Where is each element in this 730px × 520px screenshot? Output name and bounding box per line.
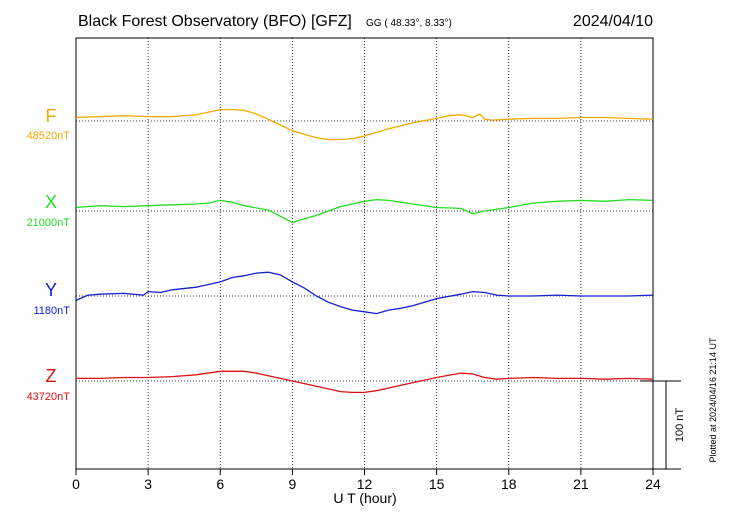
component-label-z: Z <box>46 366 57 386</box>
series-y: Y 1180nT <box>34 271 654 317</box>
station-coordinates: GG ( 48.33°, 8.33°) <box>366 18 452 29</box>
x-tick-label: 15 <box>429 476 445 492</box>
x-tick-label: 21 <box>573 476 589 492</box>
series-z: Z 43720nT <box>27 366 654 403</box>
component-label-y: Y <box>45 280 57 300</box>
x-axis-label: U T (hour) <box>333 490 396 506</box>
baseline-label-x: 21000nT <box>27 217 71 229</box>
scale-bar-label: 100 nT <box>674 408 686 443</box>
x-tick-label: 9 <box>288 476 296 492</box>
x-tick-label: 0 <box>72 476 80 492</box>
series-line-f <box>75 108 654 141</box>
component-label-x: X <box>45 192 57 212</box>
x-axis-ticks: 0 3 6 9 12 15 18 21 24 <box>72 469 661 492</box>
x-tick-label: 6 <box>216 476 224 492</box>
series-f: F 48520nT <box>27 106 654 142</box>
x-tick-label: 12 <box>357 476 373 492</box>
plotted-timestamp: Plotted at 2024/04/16 21:14 UT <box>708 337 718 463</box>
vertical-gridlines <box>147 38 582 469</box>
component-label-f: F <box>46 106 57 126</box>
series-line-z <box>76 370 654 394</box>
x-tick-label: 3 <box>144 476 152 492</box>
chart-date: 2024/04/10 <box>573 13 653 30</box>
baseline-label-z: 43720nT <box>27 391 71 403</box>
series-layer: F 48520nT X 21000nT Y 1180nT Z 43720nT <box>27 106 654 403</box>
chart-title: Black Forest Observatory (BFO) [GFZ] <box>78 13 352 30</box>
x-tick-label: 24 <box>645 476 661 492</box>
baseline-label-y: 1180nT <box>34 305 71 317</box>
series-x: X 21000nT <box>27 192 654 229</box>
x-tick-label: 18 <box>501 476 517 492</box>
scale-bar: 100 nT <box>640 380 686 470</box>
series-line-y <box>75 271 654 315</box>
series-line-x <box>75 198 654 224</box>
baseline-label-f: 48520nT <box>27 130 71 142</box>
